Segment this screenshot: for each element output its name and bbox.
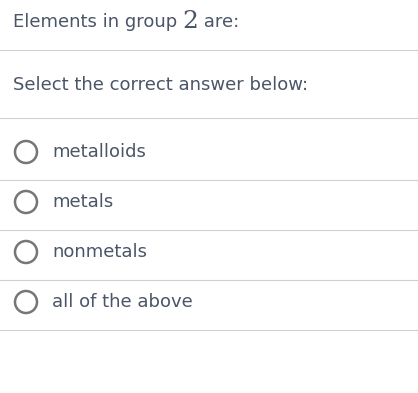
Text: metalloids: metalloids bbox=[52, 143, 146, 161]
Text: Elements in group: Elements in group bbox=[13, 13, 183, 31]
Text: 2: 2 bbox=[183, 9, 199, 33]
Text: are:: are: bbox=[199, 13, 240, 31]
Text: Select the correct answer below:: Select the correct answer below: bbox=[13, 76, 308, 94]
Text: nonmetals: nonmetals bbox=[52, 243, 147, 261]
Text: metals: metals bbox=[52, 193, 113, 211]
Text: all of the above: all of the above bbox=[52, 293, 193, 311]
